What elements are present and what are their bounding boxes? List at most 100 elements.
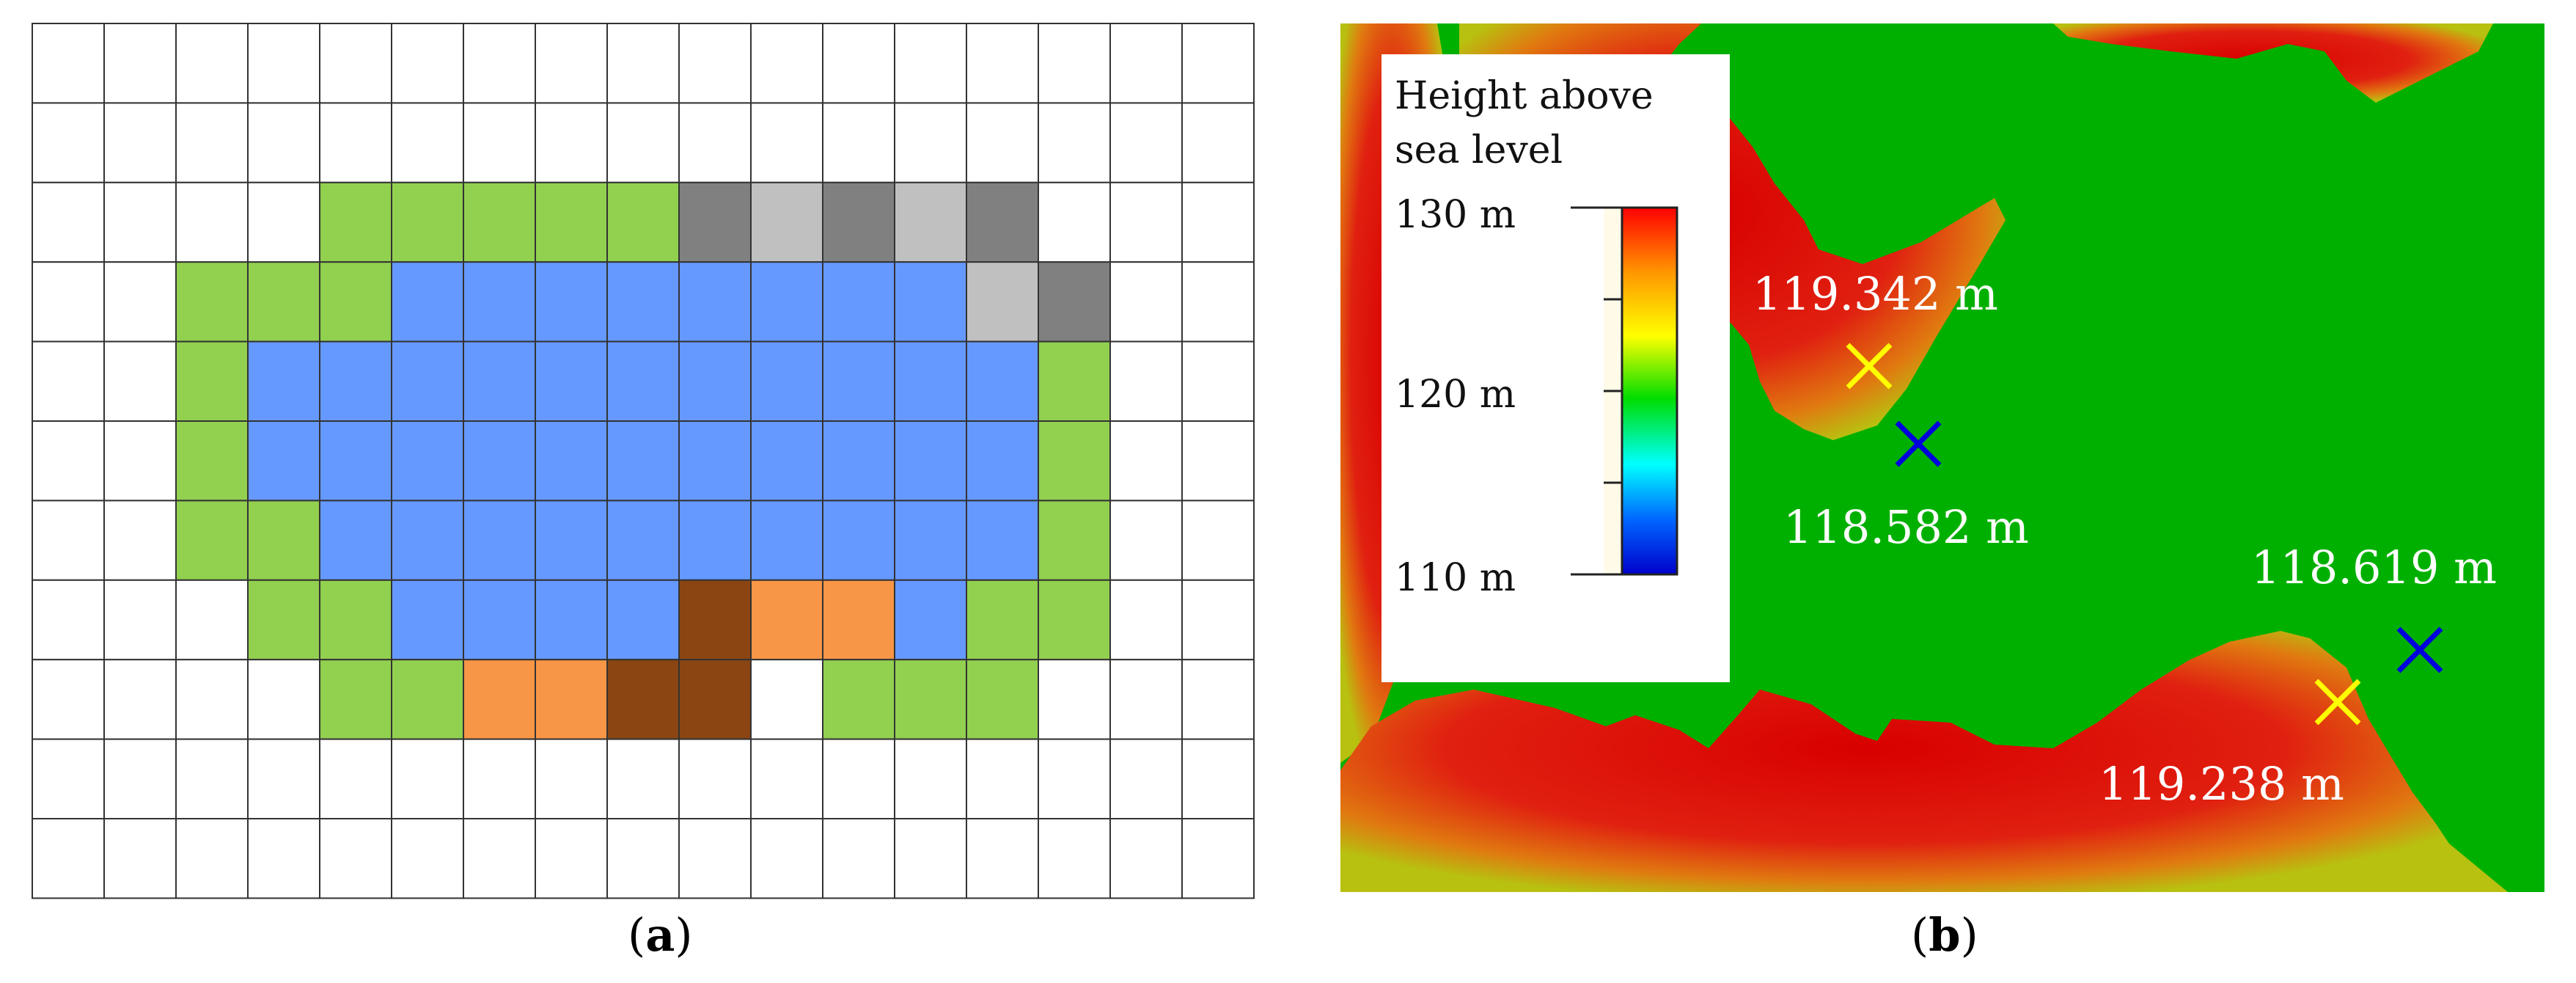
grid-cell-green <box>1038 340 1111 423</box>
grid-cell-empty <box>1181 659 1255 740</box>
grid-cell-empty <box>391 818 464 899</box>
grid-cell-empty <box>32 500 105 581</box>
grid-cell-empty <box>175 818 249 899</box>
grid-cell-water <box>894 340 967 423</box>
grid-cell-empty <box>463 23 536 104</box>
grid-cell-water <box>535 261 608 343</box>
grid-cell-empty <box>678 102 752 183</box>
grid-cell-empty <box>32 261 105 343</box>
grid-cell-empty <box>1181 420 1255 502</box>
grid-cell-water <box>750 500 823 581</box>
grid-cell-empty <box>535 818 608 899</box>
marker-yellow-upper <box>1846 343 1893 390</box>
grid-cell-empty <box>750 659 823 740</box>
grid-cell-water <box>678 261 752 343</box>
measurement-label-upper-yellow: 119.342 m <box>1753 267 1998 321</box>
grid-cell-water <box>966 500 1039 581</box>
grid-cell-water <box>535 340 608 423</box>
grid-cell-green <box>247 579 320 661</box>
grid-cell-water <box>894 261 967 343</box>
terrain-bottom-band <box>1340 631 2508 892</box>
grid-cell-water <box>391 420 464 502</box>
grid-cell-empty <box>463 102 536 183</box>
grid-cell-water <box>966 340 1039 423</box>
legend-max-label: 130 m <box>1395 193 1516 237</box>
grid-cell-empty <box>966 818 1039 899</box>
legend-mid-label: 120 m <box>1395 373 1516 417</box>
terrain-hill-top-right <box>2053 23 2493 103</box>
grid-cell-green <box>391 659 464 740</box>
grid-cell-green <box>894 659 967 740</box>
grid-cell-dark-gray <box>822 181 895 263</box>
grid-cell-empty <box>894 738 967 819</box>
grid-cell-empty <box>1181 500 1255 581</box>
grid-cell-empty <box>1038 818 1111 899</box>
grid-cell-empty <box>822 738 895 819</box>
grid-cell-empty <box>391 102 464 183</box>
grid-cell-green <box>319 579 392 661</box>
grid-cell-empty <box>1038 102 1111 183</box>
grid-cell-water <box>822 500 895 581</box>
grid-cell-empty <box>32 340 105 423</box>
measurement-label-upper-blue: 118.582 m <box>1783 500 2029 554</box>
grid-cell-green <box>606 181 680 263</box>
grid-cell-green <box>175 261 249 343</box>
grid-cell-empty <box>175 579 249 661</box>
grid-cell-dark-gray <box>966 181 1039 263</box>
grid-cell-water <box>391 261 464 343</box>
grid-cell-empty <box>103 500 177 581</box>
legend-title-line2: sea level <box>1395 128 1563 172</box>
grid-cell-brown <box>678 659 752 740</box>
grid-cell-empty <box>175 102 249 183</box>
grid-cell-empty <box>1109 579 1183 661</box>
grid-cell-empty <box>103 261 177 343</box>
grid-cell-green <box>1038 500 1111 581</box>
grid-cell-empty <box>678 738 752 819</box>
grid-cell-light-gray <box>894 181 967 263</box>
grid-cell-empty <box>32 579 105 661</box>
grid-cell-empty <box>319 818 392 899</box>
grid-cell-green <box>391 181 464 263</box>
grid-cell-empty <box>247 23 320 104</box>
grid-cell-green <box>822 659 895 740</box>
grid-cell-empty <box>103 818 177 899</box>
grid-cell-green <box>319 261 392 343</box>
grid-cell-empty <box>1109 659 1183 740</box>
grid-cell-water <box>606 340 680 423</box>
grid-cell-empty <box>32 818 105 899</box>
grid-cell-water <box>247 420 320 502</box>
measurement-label-lower-yellow: 119.238 m <box>2099 757 2344 811</box>
grid-cell-empty <box>32 102 105 183</box>
grid-cell-empty <box>1181 261 1255 343</box>
grid-cell-empty <box>247 181 320 263</box>
measurement-label-lower-blue: 118.619 m <box>2251 541 2497 594</box>
grid-cell-water <box>966 420 1039 502</box>
grid-cell-empty <box>606 23 680 104</box>
grid-cell-empty <box>247 102 320 183</box>
grid-cell-green <box>175 340 249 423</box>
grid-cell-water <box>535 500 608 581</box>
grid-cell-empty <box>750 738 823 819</box>
grid-cell-green <box>463 181 536 263</box>
grid-panel <box>32 23 1255 899</box>
grid-cell-water <box>319 500 392 581</box>
grid-cell-water <box>606 500 680 581</box>
grid-cell-empty <box>535 738 608 819</box>
grid-cell-empty <box>678 818 752 899</box>
grid-cell-empty <box>894 102 967 183</box>
grid-cell-empty <box>32 738 105 819</box>
grid-cell-orange <box>463 659 536 740</box>
grid-cell-water <box>391 500 464 581</box>
grid-cell-water <box>463 500 536 581</box>
grid-cell-water <box>678 420 752 502</box>
grid-cell-empty <box>319 102 392 183</box>
grid-cell-light-gray <box>966 261 1039 343</box>
grid-cell-empty <box>1109 340 1183 423</box>
grid-cell-water <box>894 579 967 661</box>
grid-cell-empty <box>822 102 895 183</box>
grid-cell-water <box>319 420 392 502</box>
grid-cell-empty <box>1109 23 1183 104</box>
grid-cell-empty <box>966 23 1039 104</box>
grid-cell-empty <box>750 818 823 899</box>
marker-blue-upper <box>1895 420 1942 467</box>
